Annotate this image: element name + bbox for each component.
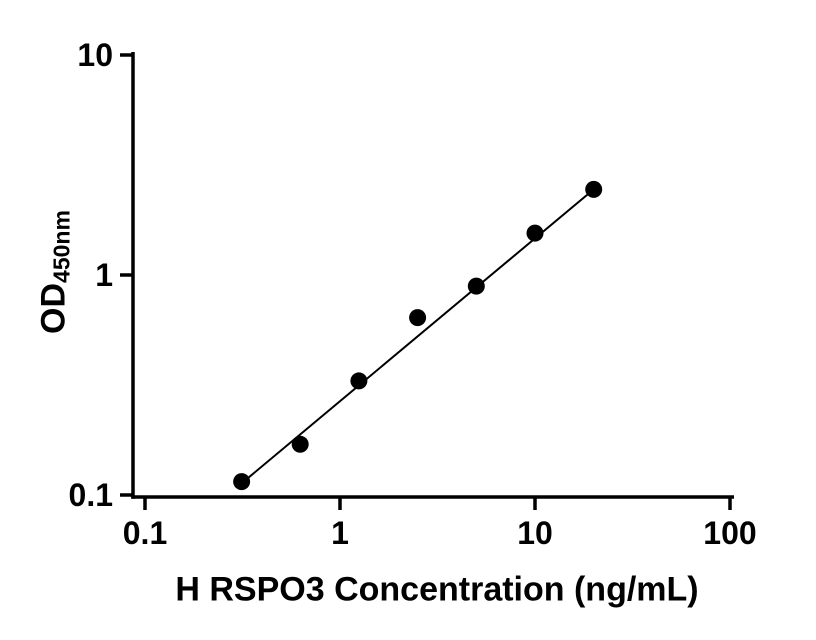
- data-point: [467, 277, 485, 295]
- data-point: [526, 224, 544, 242]
- y-axis-title-main: OD: [34, 282, 73, 334]
- y-axis-title-subscript: 450nm: [48, 210, 75, 283]
- x-axis-title: H RSPO3 Concentration (ng/mL): [175, 570, 699, 609]
- y-axis-title: OD450nm: [34, 210, 75, 334]
- y-tick-label: 0.1: [69, 477, 113, 513]
- data-point: [350, 372, 368, 390]
- data-point: [291, 435, 309, 453]
- data-point: [585, 180, 603, 198]
- y-tick-label: 1: [95, 257, 113, 293]
- data-point: [233, 473, 251, 491]
- x-tick-label: 10: [517, 515, 553, 551]
- y-tick-label: 10: [77, 37, 113, 73]
- data-point: [409, 309, 427, 327]
- x-tick-label: 0.1: [123, 515, 167, 551]
- x-tick-label: 1: [331, 515, 349, 551]
- x-tick-label: 100: [703, 515, 756, 551]
